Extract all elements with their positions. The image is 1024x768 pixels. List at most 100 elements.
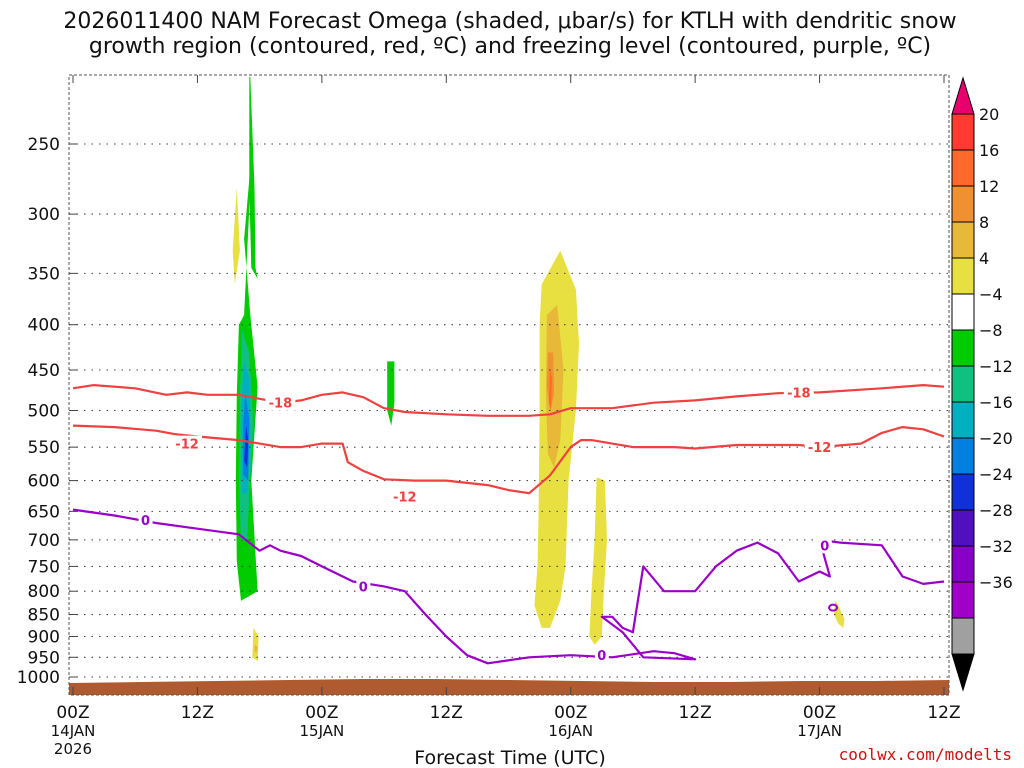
y-tick-label-400: 400 [28,316,60,336]
colorbar-bottom-triangle [951,653,975,692]
colorbar-segment [951,581,975,619]
colorbar-label-5: −4 [979,285,1003,304]
y-tick-label-750: 750 [28,557,60,577]
x-tick-date-6: 17JAN [797,722,842,740]
colorbar-segment [951,545,975,583]
dgz-minus12-label-bg [389,488,420,505]
freezing-level-closed-contour [828,603,839,612]
omega-region-pos4 [232,187,240,285]
y-tick-label-550: 550 [28,438,60,458]
freezing-level-contour-line [72,508,945,665]
colorbar-label-13: −36 [979,573,1013,592]
colorbar-label-8: −16 [979,393,1013,412]
x-tick-label-3: 12Z [430,703,463,723]
colorbar-label-4: 4 [979,249,989,268]
y-tick-label-500: 500 [28,402,60,422]
y-tick-label-450: 450 [28,361,60,381]
colorbar-label-6: −8 [979,321,1003,340]
x-tick-label-2: 00Z [305,703,338,723]
colorbar-top-triangle [951,76,975,115]
colorbar-segment [951,257,975,295]
omega-region-pos8 [545,305,564,468]
omega-shading-layer [232,77,845,662]
x-tick-label-7: 12Z [927,703,960,723]
y-tick-label-950: 950 [28,648,60,668]
colorbar-label-2: 12 [979,177,999,196]
colorbar-segment [951,221,975,259]
y-tick-label-800: 800 [28,582,60,602]
colorbar-label-7: −12 [979,357,1013,376]
colorbar-label-3: 8 [979,213,989,232]
freezing-level-contour-label: 0 [597,649,606,664]
contour-layer: -18 -18 -12 -12 -12 0 0 0 0 [72,384,945,665]
x-tick-label-1: 12Z [181,703,214,723]
colorbar-label-12: −32 [979,537,1013,556]
plot-frame [68,74,950,696]
ground-terrain [69,679,949,695]
freezing-level-label-bg [594,647,609,664]
plot-area: -18 -18 -12 -12 -12 0 0 0 0 [68,74,950,696]
omega-region-pos16 [548,370,552,411]
omega-region-neg4 [249,77,258,279]
dgz-minus12-contour-label: -12 [175,438,199,453]
chart-title-line2: growth region (contoured, red, ºC) and f… [89,34,931,59]
freezing-level-label-bg [817,537,832,554]
colorbar-label-9: −20 [979,429,1013,448]
omega-region-pos4 [252,627,259,662]
colorbar-segment [951,149,975,187]
y-tick-label-600: 600 [28,472,60,492]
colorbar-segment [951,185,975,223]
credit-text: coolwx.com/modelts [839,745,1012,764]
freezing-level-contour-label: 0 [820,539,829,554]
dgz-minus18-label-bg [265,394,296,411]
y-tick-label-250: 250 [28,135,60,155]
omega-region-pos4 [589,477,607,645]
x-tick-date-2: 15JAN [299,722,344,740]
y-axis-ticks: 2503003504004505005506006507007508008509… [17,135,77,688]
colorbar-segment [951,437,975,475]
omega-region-neg4 [387,361,395,426]
colorbar-segment [951,617,975,655]
colorbar-label-10: −24 [979,465,1013,484]
freezing-level-label-bg [356,578,371,595]
x-tick-date-0: 14JAN [51,722,96,740]
dgz-minus18-label-bg [783,384,814,401]
colorbar-label-0: 20 [979,105,999,124]
omega-region-pos8 [254,644,258,654]
freezing-level-contour-label: 0 [141,514,150,529]
colorbar: 20 16 12 8 4 −4 −8 −12 −16 −20 −24 −28 −32 −36 [951,76,1013,692]
colorbar-segment [951,113,975,151]
x-tick-label-5: 12Z [679,703,712,723]
grid-lines [69,143,949,678]
y-tick-label-700: 700 [28,531,60,551]
y-tick-label-900: 900 [28,627,60,647]
x-tick-date-4: 16JAN [548,722,593,740]
y-tick-label-1000: 1000 [17,668,60,688]
colorbar-segment [951,293,975,331]
colorbar-segment [951,365,975,403]
y-tick-label-850: 850 [28,606,60,626]
colorbar-label-11: −28 [979,501,1013,520]
y-tick-label-350: 350 [28,264,60,284]
colorbar-segment [951,401,975,439]
y-tick-label-650: 650 [28,502,60,522]
dgz-minus18-contour-line [72,384,945,417]
dgz-minus12-contour-line [72,424,945,495]
y-tick-label-300: 300 [28,205,60,225]
colorbar-segment [951,329,975,367]
dgz-minus12-contour-label: -12 [808,441,832,456]
colorbar-label-1: 16 [979,141,999,160]
x-tick-label-0: 00Z [56,703,89,723]
freezing-level-label-bg [138,512,153,529]
chart-title-line1: 2026011400 NAM Forecast Omega (shaded, μ… [63,9,956,34]
dgz-minus12-label-bg [172,435,203,452]
omega-region-neg20 [244,425,249,468]
colorbar-segment [951,473,975,511]
x-tick-label-4: 00Z [554,703,587,723]
ground-layer [69,679,949,695]
x-tick-year-0: 2026 [54,740,92,758]
x-tick-label-6: 00Z [803,703,836,723]
dgz-minus12-label-bg [804,439,835,456]
